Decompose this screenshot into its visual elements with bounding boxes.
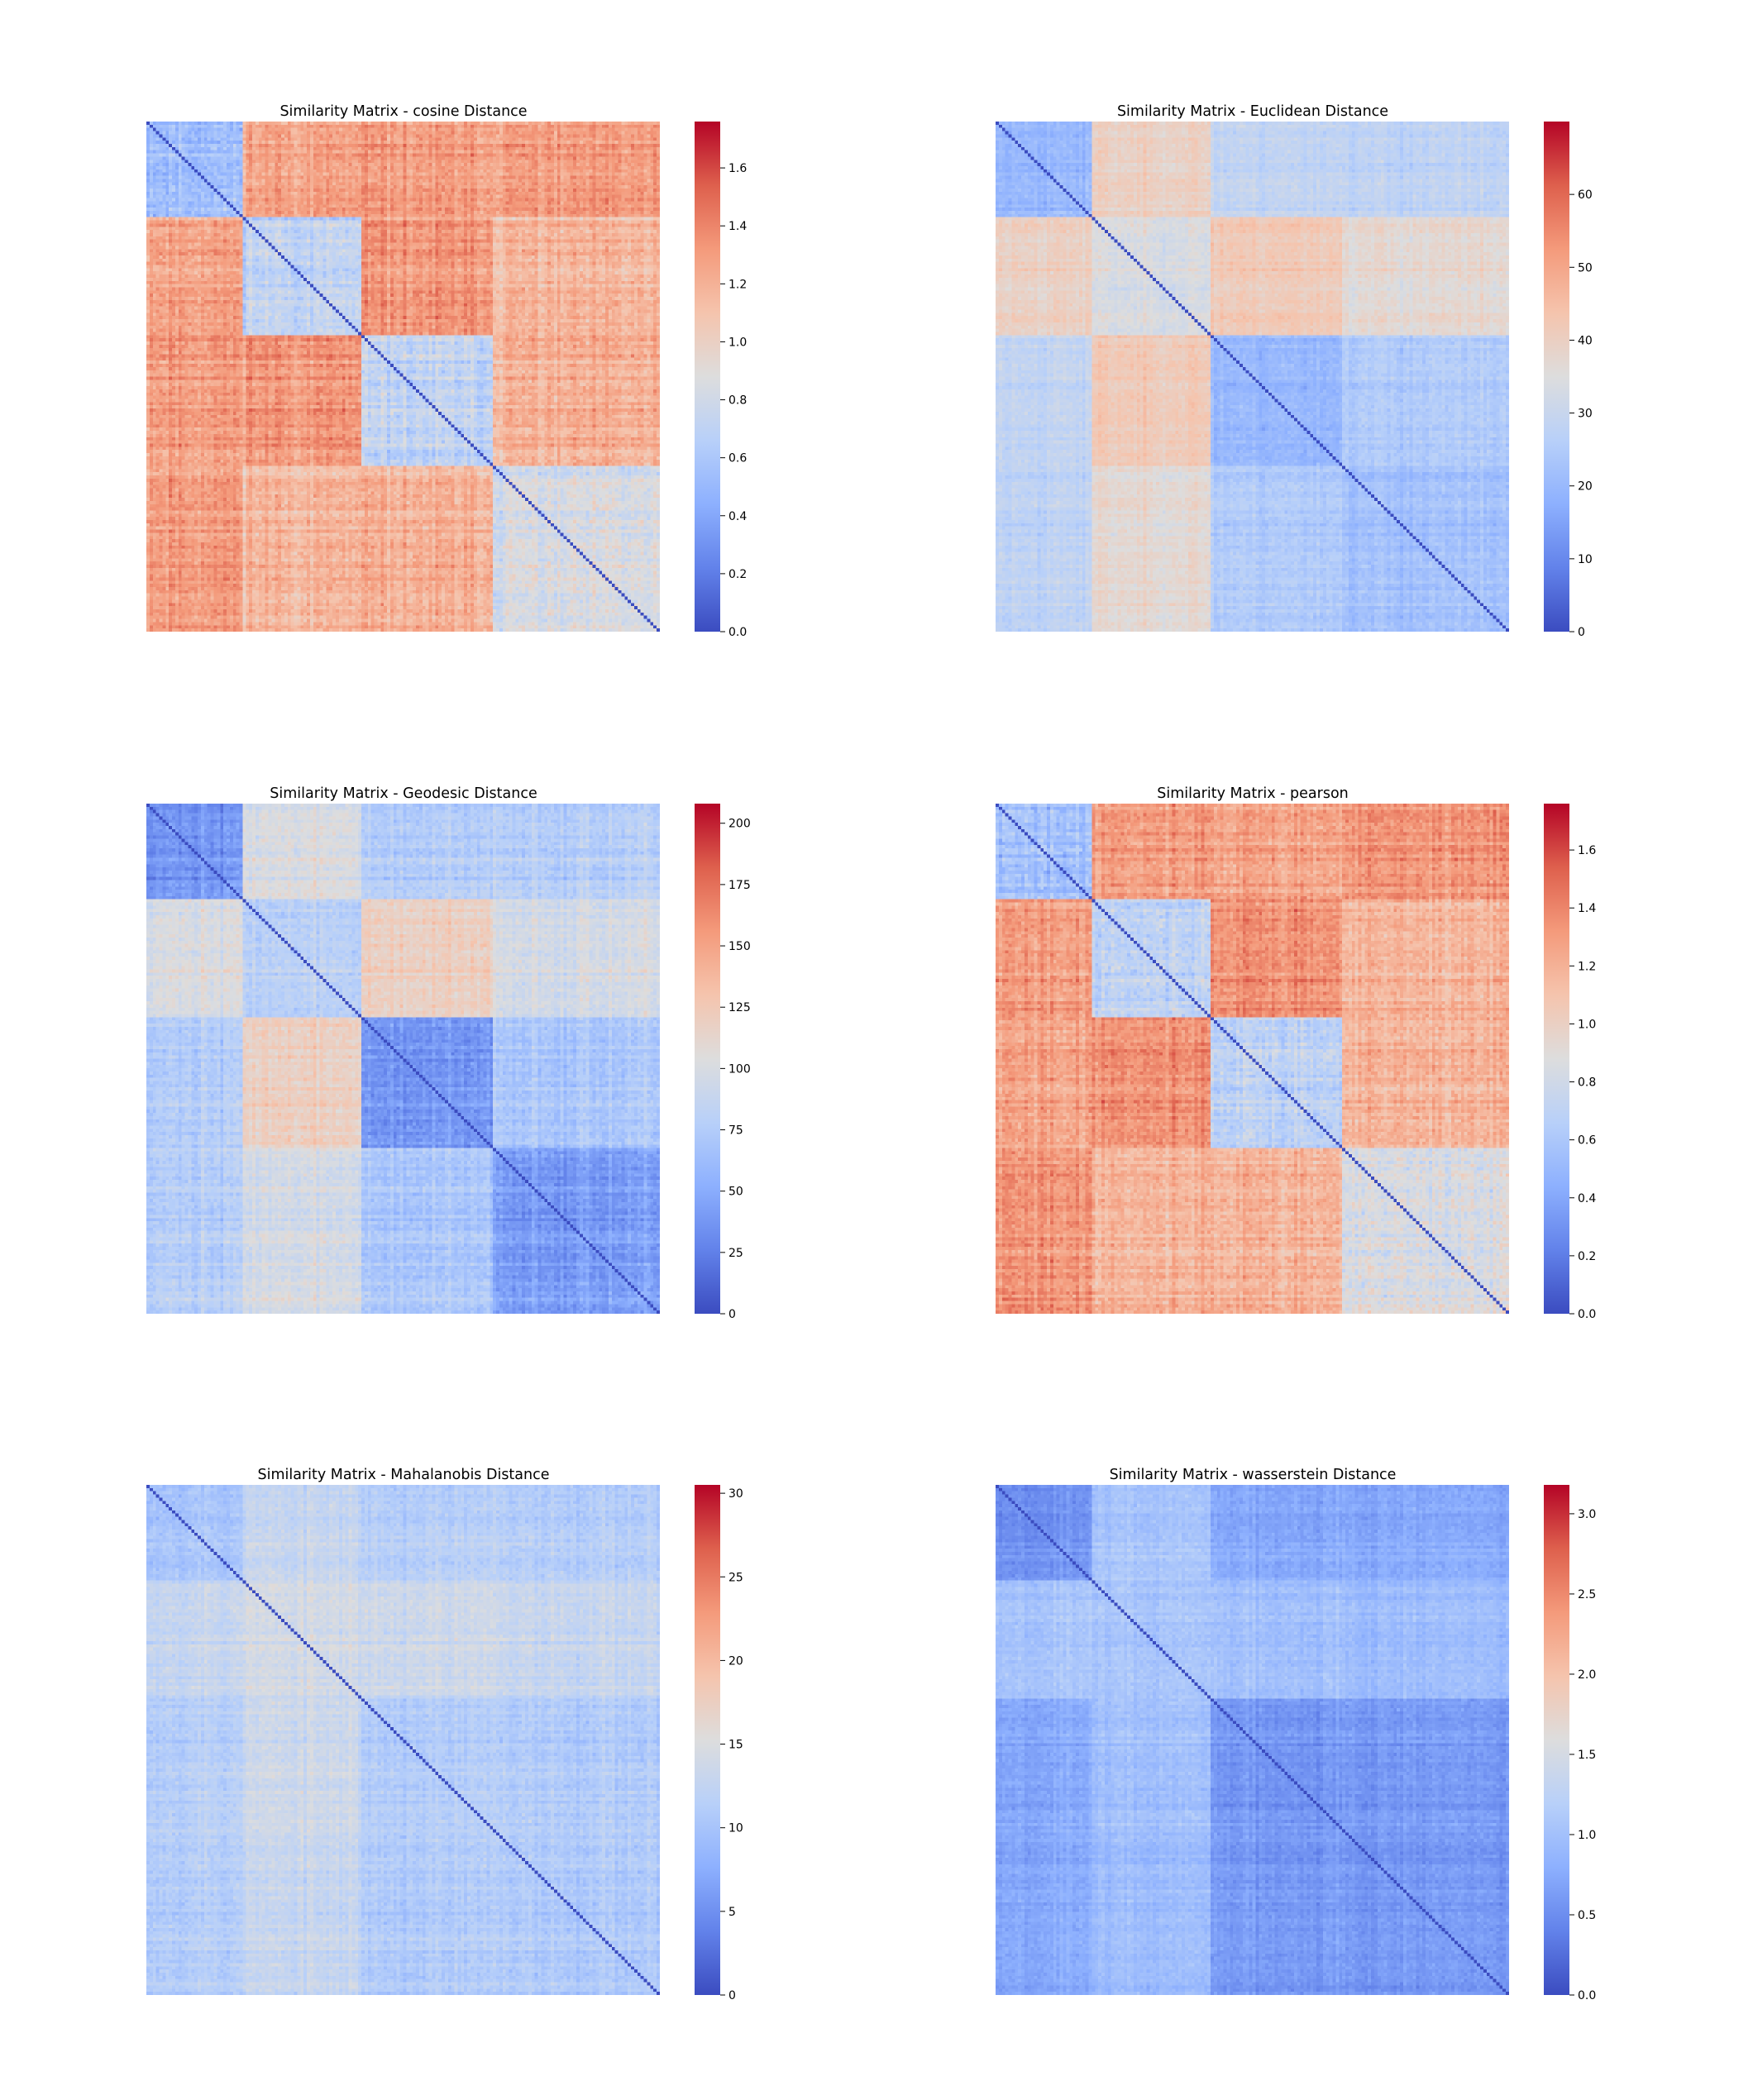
colorbar-tick-label: 50 [728,1186,743,1199]
colorbar-tick-label: 0.4 [1578,1192,1596,1205]
heatmap-euclidean [996,122,1509,632]
colorbar-mahalanobis: 0 5 10 15 20 25 30 [695,1485,743,2002]
colorbar-gradient [695,804,720,1314]
colorbar-tick-label: 0.0 [728,626,747,639]
panel-title: Similarity Matrix - wasserstein Distance [1110,1467,1397,1483]
colorbar-tick-label: 1.2 [1578,960,1596,973]
panel-title: Similarity Matrix - pearson [1157,785,1349,802]
heatmap-cells [146,1485,660,1995]
colorbar-tick-label: 0.0 [1578,1308,1596,1321]
panel-title: Similarity Matrix - Geodesic Distance [270,785,537,802]
colorbar-tick-label: 10 [728,1822,743,1835]
colorbar-tick-label: 0 [728,1308,736,1321]
colorbar-gradient [1544,804,1569,1314]
colorbar-tick-label: 3.0 [1578,1508,1596,1521]
colorbar-geodesic: 0 25 50 75 100 125 150 175 200 [695,804,751,1321]
colorbar-tick-label: 20 [728,1654,743,1668]
colorbar-tick-label: 0.0 [1578,1989,1596,2002]
colorbar-tick-label: 0.8 [728,394,747,408]
panel-title: Similarity Matrix - Euclidean Distance [1117,103,1388,120]
colorbar-tick-label: 100 [728,1062,751,1076]
colorbar-tick-label: 15 [728,1739,743,1752]
heatmap-cosine [146,122,660,632]
heatmap-wasserstein [996,1485,1509,1995]
colorbar-tick-label: 0.2 [728,568,747,581]
colorbar-tick-label: 0.4 [728,510,747,523]
colorbar-tick-label: 1.0 [1578,1829,1596,1842]
heatmap-cells [996,1485,1509,1995]
colorbar-tick-label: 0.6 [1578,1134,1596,1148]
colorbar-gradient [1544,122,1569,632]
panel-wasserstein: Similarity Matrix - wasserstein Distance… [996,1467,1596,2002]
heatmap-cells [146,804,660,1314]
colorbar-tick-label: 2.0 [1578,1668,1596,1682]
colorbar-tick-label: 1.4 [1578,902,1596,915]
panel-pearson: Similarity Matrix - pearson 0.0 0.2 0.4 0.6… [996,785,1596,1321]
colorbar-gradient [1544,1485,1569,1995]
colorbar-tick-label: 200 [728,818,751,831]
panel-title: Similarity Matrix - cosine Distance [279,103,527,120]
colorbar-pearson: 0.0 0.2 0.4 0.6 0.8 1.0 1.2 1.4 1.6 [1544,804,1596,1321]
colorbar-tick-label: 30 [728,1487,743,1501]
colorbar-tick-label: 1.0 [728,336,747,349]
colorbar-wasserstein: 0.0 0.5 1.0 1.5 2.0 2.5 3.0 [1544,1485,1596,2002]
colorbar-cosine: 0.0 0.2 0.4 0.6 0.8 1.0 1.2 1.4 1.6 [695,122,747,639]
colorbar-tick-label: 30 [1578,408,1593,421]
colorbar-tick-label: 20 [1578,480,1593,494]
colorbar-tick-label: 25 [728,1571,743,1584]
panel-title: Similarity Matrix - Mahalanobis Distance [257,1467,549,1483]
colorbar-tick-label: 1.2 [728,278,747,291]
heatmap-cells [996,804,1509,1314]
colorbar-tick-label: 0.8 [1578,1076,1596,1090]
panel-geodesic: Similarity Matrix - Geodesic Distance 0 2… [146,785,751,1321]
colorbar-gradient [695,122,720,632]
heatmap-pearson [996,804,1509,1314]
colorbar-tick-label: 0.6 [728,452,747,465]
colorbar-tick-label: 40 [1578,334,1593,347]
colorbar-tick-label: 175 [728,879,751,892]
colorbar-tick-label: 25 [728,1247,743,1260]
colorbar-tick-label: 75 [728,1124,743,1138]
colorbar-tick-label: 0.2 [1578,1250,1596,1263]
colorbar-tick-label: 1.4 [728,220,747,233]
panel-cosine: Similarity Matrix - cosine Distance 0.00… [146,103,747,639]
colorbar-tick-label: 1.0 [1578,1018,1596,1031]
colorbar-tick-label: 125 [728,1001,751,1014]
colorbar-euclidean: 0 10 20 30 40 50 60 [1544,122,1593,639]
colorbar-gradient [695,1485,720,1995]
colorbar-tick-label: 10 [1578,553,1593,566]
colorbar-tick-label: 60 [1578,189,1593,202]
heatmap-cells [146,122,660,632]
panel-euclidean: Similarity Matrix - Euclidean Distance 0… [996,103,1593,639]
colorbar-tick-label: 1.6 [728,162,747,175]
colorbar-tick-label: 150 [728,940,751,953]
colorbar-tick-label: 1.6 [1578,844,1596,857]
colorbar-tick-label: 0.5 [1578,1909,1596,1922]
colorbar-tick-label: 50 [1578,261,1593,274]
heatmap-cells [996,122,1509,632]
colorbar-tick-label: 2.5 [1578,1588,1596,1601]
colorbar-tick-label: 0 [1578,626,1585,639]
heatmap-mahalanobis [146,1485,660,1995]
panel-mahalanobis: Similarity Matrix - Mahalanobis Distance… [146,1467,743,2002]
colorbar-tick-label: 5 [728,1906,736,1919]
heatmap-geodesic [146,804,660,1314]
colorbar-tick-label: 1.5 [1578,1749,1596,1762]
colorbar-tick-label: 0 [728,1989,736,2002]
